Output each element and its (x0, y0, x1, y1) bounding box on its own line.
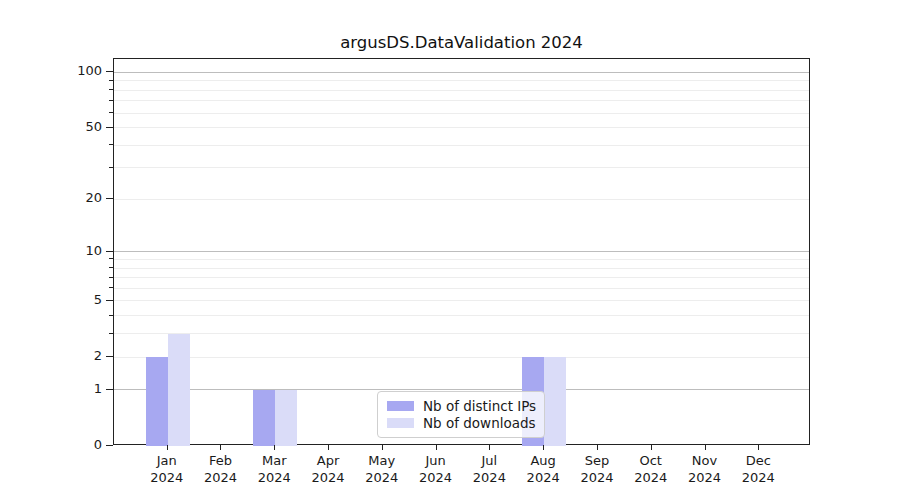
x-tick-label: Jun2024 (406, 452, 466, 486)
y-gridline-minor (114, 199, 809, 200)
y-gridline-minor (114, 90, 809, 91)
x-tick-label: Jul2024 (459, 452, 519, 486)
x-tick-mark (597, 445, 598, 450)
y-minor-tick-mark (109, 267, 113, 268)
legend-entry-distinct-ips: Nb of distinct IPs (387, 398, 535, 414)
y-minor-tick-mark (109, 144, 113, 145)
y-tick-mark (106, 356, 113, 357)
y-gridline-minor (114, 333, 809, 334)
y-minor-tick-mark (109, 277, 113, 278)
legend-swatch-distinct-ips (387, 401, 414, 411)
y-tick-mark (106, 127, 113, 128)
y-minor-tick-mark (109, 80, 113, 81)
legend-label-distinct-ips: Nb of distinct IPs (423, 398, 536, 414)
y-gridline-minor (114, 100, 809, 101)
y-tick-mark (106, 251, 113, 252)
x-tick-label: Sep2024 (567, 452, 627, 486)
y-gridline-minor (114, 300, 809, 301)
x-tick-label: Mar2024 (244, 452, 304, 486)
legend-label-downloads: Nb of downloads (423, 415, 536, 431)
y-tick-label: 20 (42, 190, 102, 206)
x-tick-mark (167, 445, 168, 450)
y-tick-label: 100 (42, 63, 102, 79)
y-tick-label: 50 (42, 119, 102, 135)
y-tick-mark (106, 300, 113, 301)
y-gridline-minor (114, 259, 809, 260)
y-tick-mark (106, 71, 113, 72)
y-gridline-minor (114, 80, 809, 81)
y-minor-tick-mark (109, 100, 113, 101)
x-tick-label: May2024 (352, 452, 412, 486)
y-tick-label: 1 (42, 381, 102, 397)
x-tick-label: Dec2024 (728, 452, 788, 486)
bar-downloads-mar (275, 390, 297, 446)
x-tick-mark (758, 445, 759, 450)
y-tick-label: 0 (42, 437, 102, 453)
y-gridline-minor (114, 268, 809, 269)
y-minor-tick-mark (109, 89, 113, 90)
y-gridline-minor (114, 315, 809, 316)
x-tick-label: Aug2024 (513, 452, 573, 486)
x-tick-mark (436, 445, 437, 450)
y-gridline-major (114, 251, 809, 252)
x-tick-label: Jan2024 (137, 452, 197, 486)
bar-downloads-jan (168, 334, 190, 446)
bar-distinct-ips-mar (253, 390, 275, 446)
y-gridline-minor (114, 113, 809, 114)
y-minor-tick-mark (109, 333, 113, 334)
y-minor-tick-mark (109, 167, 113, 168)
x-tick-label: Oct2024 (621, 452, 681, 486)
x-tick-label: Nov2024 (675, 452, 735, 486)
x-tick-mark (328, 445, 329, 450)
figure: argusDS.DataValidation 2024 Nb of distin… (0, 0, 900, 500)
legend-entry-downloads: Nb of downloads (387, 415, 535, 431)
legend: Nb of distinct IPs Nb of downloads (377, 391, 545, 438)
chart-title: argusDS.DataValidation 2024 (113, 33, 810, 52)
y-tick-label: 10 (42, 243, 102, 259)
y-minor-tick-mark (109, 287, 113, 288)
legend-swatch-downloads (387, 418, 414, 428)
y-gridline-minor (114, 277, 809, 278)
y-tick-mark (106, 445, 113, 446)
y-tick-label: 2 (42, 348, 102, 364)
y-tick-mark (106, 389, 113, 390)
y-minor-tick-mark (109, 315, 113, 316)
y-gridline-major (114, 72, 809, 73)
y-tick-mark (106, 198, 113, 199)
x-tick-mark (274, 445, 275, 450)
plot-area (113, 58, 810, 445)
x-tick-mark (220, 445, 221, 450)
y-gridline-minor (114, 288, 809, 289)
y-gridline-minor (114, 167, 809, 168)
x-tick-label: Apr2024 (298, 452, 358, 486)
y-tick-label: 5 (42, 292, 102, 308)
y-minor-tick-mark (109, 258, 113, 259)
x-tick-label: Feb2024 (190, 452, 250, 486)
x-tick-mark (382, 445, 383, 450)
y-gridline-minor (114, 357, 809, 358)
x-tick-mark (489, 445, 490, 450)
bar-downloads-aug (544, 357, 566, 446)
x-tick-mark (705, 445, 706, 450)
x-tick-mark (651, 445, 652, 450)
x-tick-mark (543, 445, 544, 450)
bar-distinct-ips-jan (146, 357, 168, 446)
y-gridline-minor (114, 127, 809, 128)
y-gridline-minor (114, 145, 809, 146)
y-minor-tick-mark (109, 112, 113, 113)
